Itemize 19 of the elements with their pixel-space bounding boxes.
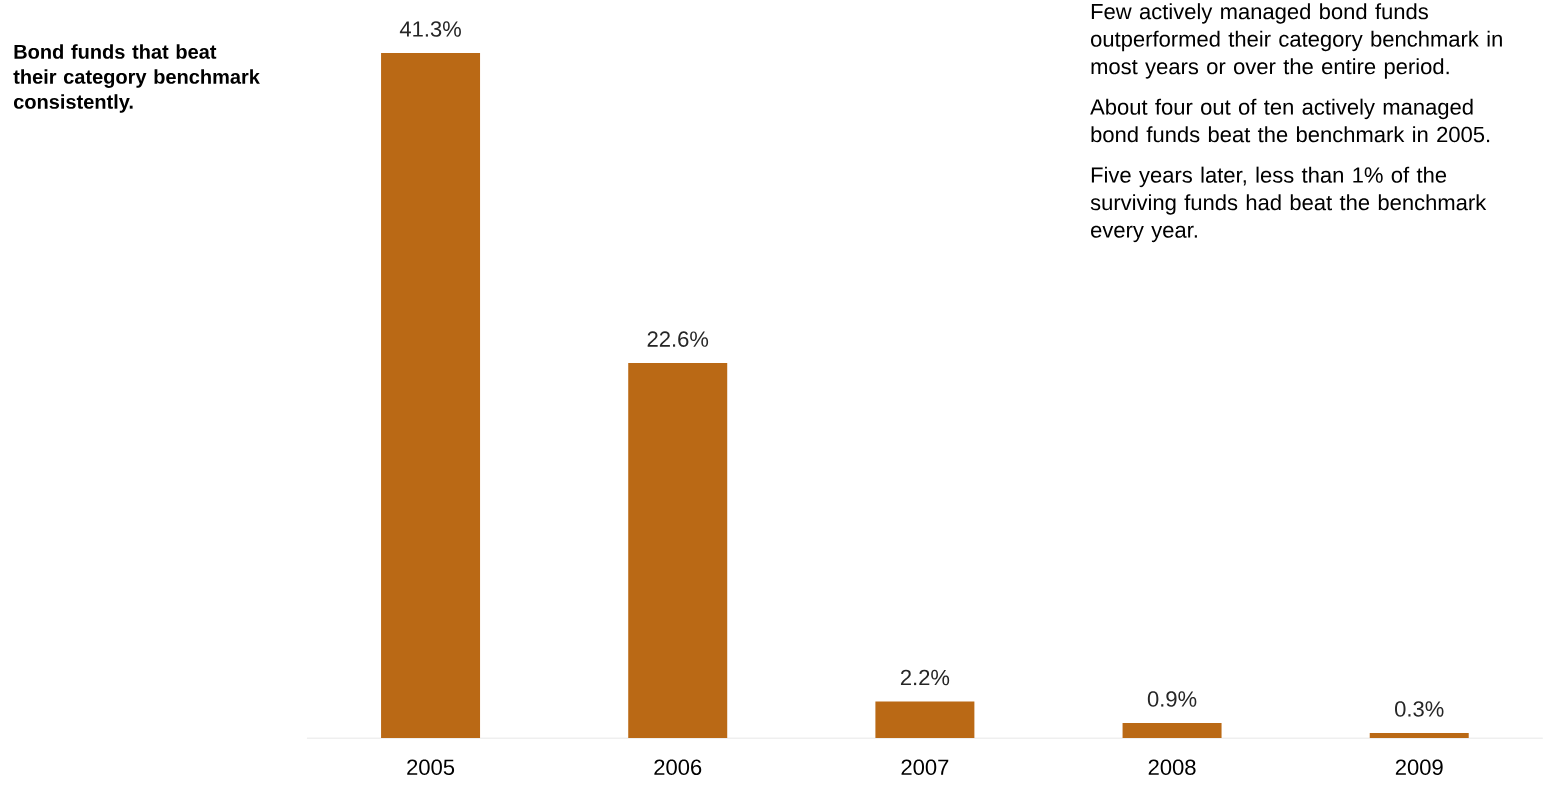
data-label: 2.2%	[900, 669, 950, 686]
bar	[1369, 732, 1469, 738]
text: Bond funds that beat their category benchmark consistently.	[13, 44, 260, 113]
x-tick-label: 2007	[901, 759, 949, 776]
annotation: About four out of ten actively managed bond funds beat the benchmark in 2005.	[1090, 98, 1490, 143]
x-tick-label: 2005	[407, 759, 455, 776]
x-tick-label: 2008	[1148, 759, 1196, 776]
bar	[875, 701, 975, 738]
bar	[628, 363, 728, 738]
annotation: Few actively managed bond funds outperformed their category benchmark in most years or over the entire period.	[1091, 3, 1502, 79]
annotation: Five years later, less than 1% of the surviving funds had beat the benchmark every year.	[1090, 166, 1487, 243]
bar	[1122, 723, 1222, 738]
data-label: 0.3%	[1395, 701, 1444, 717]
bar	[381, 53, 481, 738]
x-tick-label: 2006	[654, 759, 702, 776]
data-label: 41.3%	[399, 21, 461, 37]
data-label: 22.6%	[647, 331, 709, 347]
x-tick-label: 2009	[1395, 759, 1443, 776]
data-label: 0.9%	[1147, 691, 1197, 707]
